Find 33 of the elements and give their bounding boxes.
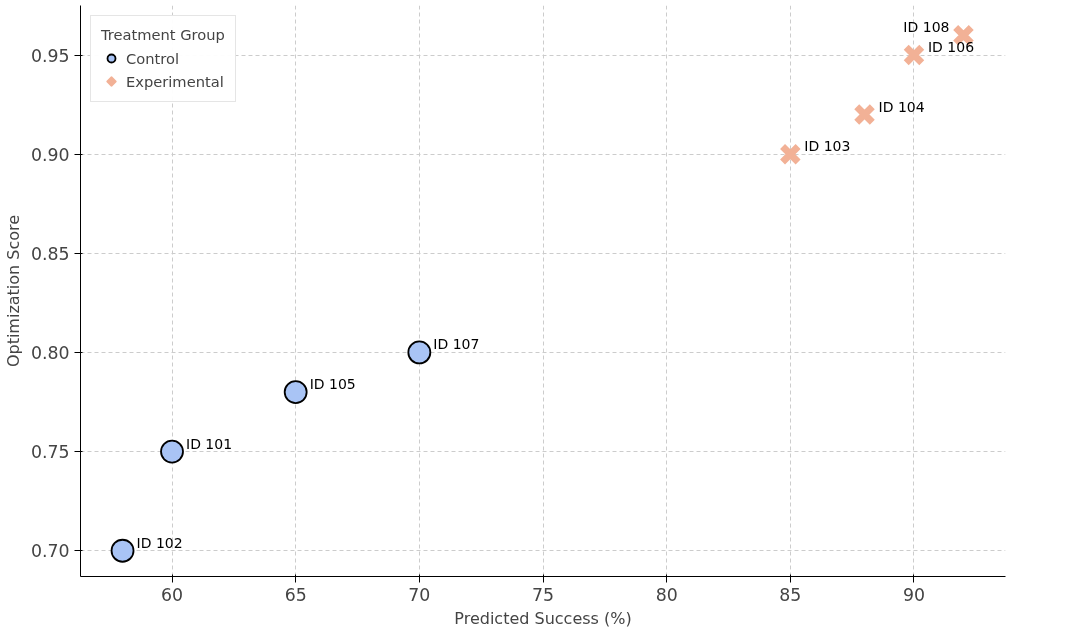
point xyxy=(902,43,926,67)
x-tick-label: 70 xyxy=(408,584,431,605)
x-tick-label: 80 xyxy=(655,584,678,605)
point xyxy=(160,439,184,464)
y-tick-label: 0.90 xyxy=(30,144,70,165)
annotation: ID 103 xyxy=(804,138,851,155)
point xyxy=(283,380,308,404)
x-tick-label: 85 xyxy=(779,584,802,605)
y-tick-label: 0.85 xyxy=(30,243,70,264)
x-axis-title: Predicted Success (%) xyxy=(454,608,632,628)
point xyxy=(779,142,802,166)
y-tick-label: 0.70 xyxy=(30,541,70,562)
x-tick-label: 60 xyxy=(160,584,184,605)
point xyxy=(407,340,432,365)
x-tick-label: 90 xyxy=(902,584,926,605)
annotation: ID 108 xyxy=(903,19,950,36)
legend-label: Experimental xyxy=(126,72,224,90)
y-tick-label: 0.75 xyxy=(30,442,70,463)
x-tick-label: 65 xyxy=(284,584,307,605)
annotation: ID 101 xyxy=(186,435,233,452)
x-tick-label: 75 xyxy=(531,584,555,605)
annotation: ID 104 xyxy=(878,98,925,115)
annotation: ID 105 xyxy=(309,376,356,393)
annotation: ID 102 xyxy=(136,534,183,551)
y-axis-title: Optimization Score xyxy=(3,214,23,368)
point xyxy=(853,103,876,126)
annotation: ID 106 xyxy=(927,39,975,56)
y-tick-label: 0.80 xyxy=(30,342,70,363)
annotation: ID 107 xyxy=(433,336,480,353)
point xyxy=(110,538,135,563)
y-tick-label: 0.95 xyxy=(30,45,70,66)
legend-label: Control xyxy=(126,49,179,67)
legend-title: Treatment Group xyxy=(101,26,225,43)
